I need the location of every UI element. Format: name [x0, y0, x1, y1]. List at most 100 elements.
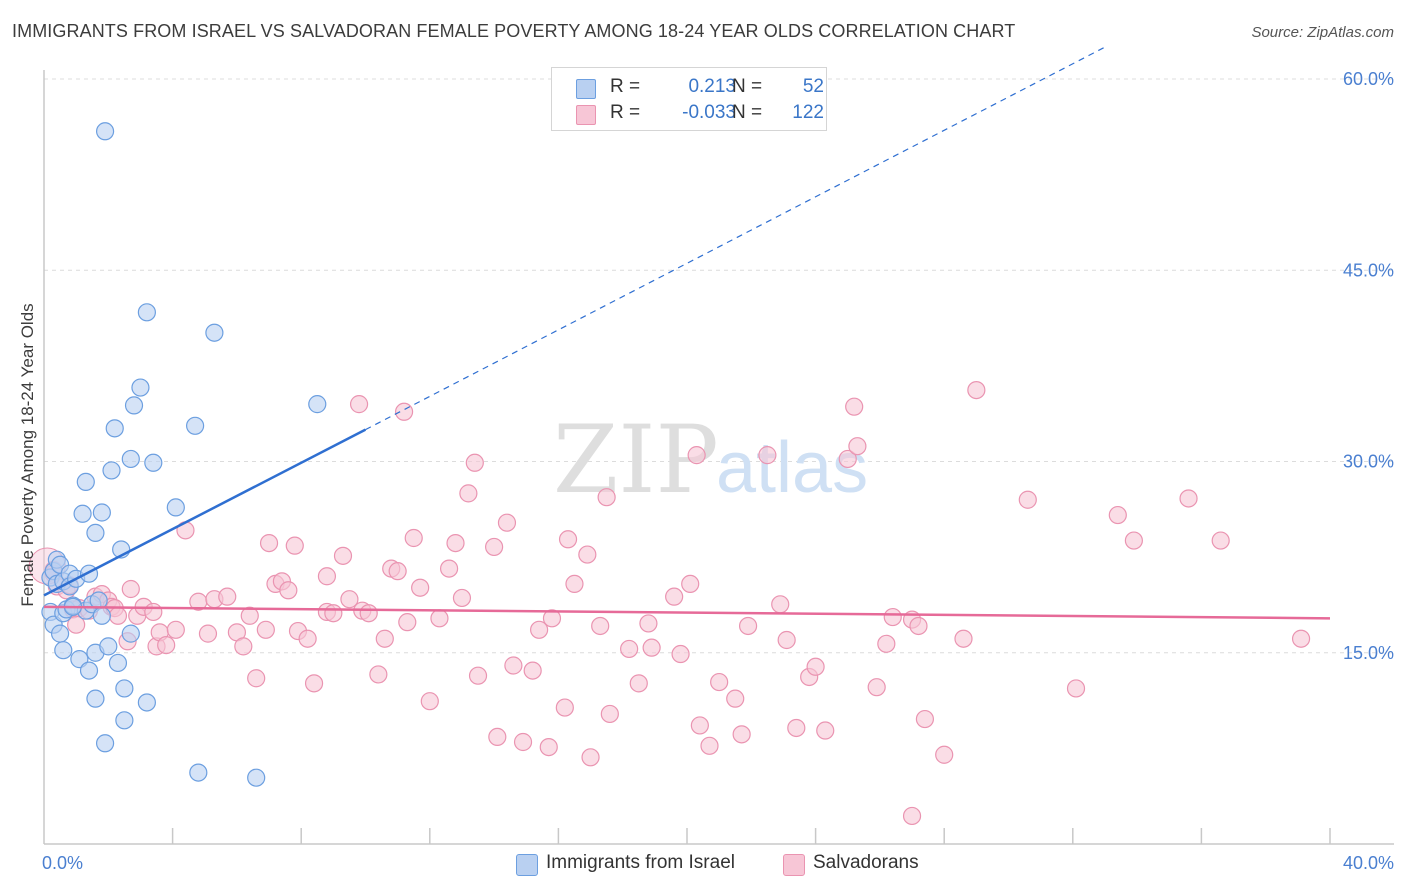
- israel-point-49: [308, 395, 327, 414]
- salvadorans-point-117: [1066, 679, 1086, 698]
- salvadorans-point-53: [388, 562, 407, 581]
- salvadorans-point-59: [430, 609, 449, 628]
- salvadorans-point-55: [398, 613, 417, 632]
- salvadorans-point-67: [488, 727, 507, 747]
- salvadorans-point-88: [671, 644, 690, 664]
- legend-n-value: 52: [802, 76, 824, 97]
- salvadorans-point-50: [369, 665, 388, 684]
- israel-point-42: [137, 303, 156, 322]
- israel-point-25: [86, 689, 105, 708]
- salvadorans-point-26: [198, 624, 218, 643]
- legend-swatch-salvadorans: [576, 105, 596, 125]
- salvadorans-point-109: [883, 607, 902, 627]
- salvadorans-point-65: [468, 666, 488, 685]
- israel-point-7: [50, 624, 70, 643]
- salvadorans-point-83: [620, 639, 639, 659]
- salvadorans-point-108: [877, 634, 896, 653]
- israel-point-9: [54, 641, 73, 660]
- israel-point-20: [79, 661, 99, 680]
- salvadorans-point-60: [439, 559, 459, 578]
- salvadorans-point-97: [758, 446, 777, 465]
- salvadorans-point-45: [333, 546, 353, 565]
- salvadorans-point-85: [639, 614, 658, 633]
- salvadorans-point-32: [247, 669, 266, 688]
- salvadorans-point-112: [915, 709, 935, 729]
- salvadorans-point-98: [771, 595, 790, 614]
- israel-point-29: [95, 734, 115, 753]
- salvadorans-point-87: [665, 587, 684, 606]
- salvadorans-point-62: [452, 588, 472, 608]
- salvadorans-point-31: [240, 606, 259, 625]
- chart-source: Source: ZipAtlas.com: [1251, 24, 1394, 41]
- salvadorans-point-22: [157, 635, 176, 655]
- salvadorans-point-89: [681, 574, 700, 594]
- israel-point-18: [76, 472, 95, 491]
- salvadorans-point-102: [806, 657, 825, 676]
- israel-point-36: [115, 711, 134, 730]
- legend-label-israel: Immigrants from Israel: [546, 852, 735, 873]
- salvadorans-point-49: [359, 604, 378, 623]
- salvadorans-point-84: [629, 674, 648, 693]
- series-immigrants-from-israel: [41, 122, 327, 787]
- trend-israel-dashed: [365, 46, 1106, 431]
- series-legend: Immigrants from Israel Salvadorans: [0, 852, 1406, 878]
- salvadorans-point-46: [340, 590, 359, 609]
- salvadorans-point-114: [954, 629, 973, 648]
- salvadorans-point-77: [565, 574, 584, 594]
- israel-point-30: [99, 637, 118, 656]
- trend-israel-solid: [43, 428, 367, 597]
- salvadorans-point-94: [726, 689, 745, 708]
- salvadorans-point-47: [349, 395, 369, 414]
- israel-point-27: [92, 606, 111, 625]
- salvadorans-point-42: [317, 567, 337, 586]
- israel-point-39: [124, 396, 144, 415]
- salvadorans-point-116: [1018, 490, 1037, 509]
- israel-point-23: [86, 523, 105, 543]
- y-tick-label-0: 15.0%: [1343, 643, 1394, 663]
- israel-point-45: [186, 416, 205, 435]
- israel-point-38: [121, 449, 140, 469]
- chart-title: IMMIGRANTS FROM ISRAEL VS SALVADORAN FEM…: [12, 21, 1016, 41]
- salvadorans-point-66: [485, 537, 504, 557]
- salvadorans-point-30: [234, 637, 253, 656]
- salvadorans-point-79: [581, 748, 600, 767]
- x-ticks: [171, 828, 1331, 844]
- israel-point-31: [102, 461, 121, 480]
- y-tick-label-2: 45.0%: [1343, 260, 1394, 280]
- salvadorans-point-100: [787, 718, 806, 738]
- salvadorans-point-71: [523, 661, 542, 680]
- salvadorans-point-19: [144, 602, 163, 622]
- salvadorans-point-81: [597, 488, 616, 507]
- israel-point-48: [247, 768, 266, 787]
- israel-point-50: [95, 122, 115, 141]
- salvadorans-point-16: [121, 579, 140, 599]
- israel-point-46: [189, 763, 208, 782]
- legend-r-label: R =: [610, 102, 641, 123]
- israel-point-40: [131, 378, 150, 397]
- legend-n-label: N =: [732, 102, 763, 123]
- watermark-atlas: atlas: [716, 428, 868, 508]
- salvadorans-point-70: [513, 732, 533, 752]
- salvadorans-point-40: [298, 629, 317, 648]
- legend-r-value: 0.213: [688, 76, 736, 97]
- salvadorans-point-68: [497, 513, 517, 532]
- israel-point-43: [144, 453, 163, 472]
- salvadorans-point-75: [555, 698, 574, 717]
- salvadorans-point-121: [1211, 531, 1230, 550]
- salvadorans-point-119: [1124, 531, 1143, 550]
- x-tick-label-min: 0.0%: [42, 853, 83, 873]
- salvadorans-point-57: [411, 578, 430, 597]
- salvadorans-point-118: [1108, 505, 1127, 525]
- salvadorans-point-63: [459, 484, 478, 503]
- salvadorans-point-28: [218, 587, 237, 606]
- x-tick-label-max: 40.0%: [1343, 853, 1394, 873]
- salvadorans-point-14: [108, 606, 128, 625]
- correlation-legend: R = 0.213 N = 52 R = -0.033 N = 122: [551, 67, 827, 131]
- salvadorans-point-96: [738, 616, 758, 636]
- salvadorans-point-73: [539, 737, 558, 757]
- salvadorans-point-93: [710, 672, 729, 692]
- israel-point-37: [121, 624, 140, 643]
- salvadorans-point-33: [256, 620, 275, 639]
- salvadorans-point-120: [1179, 489, 1198, 508]
